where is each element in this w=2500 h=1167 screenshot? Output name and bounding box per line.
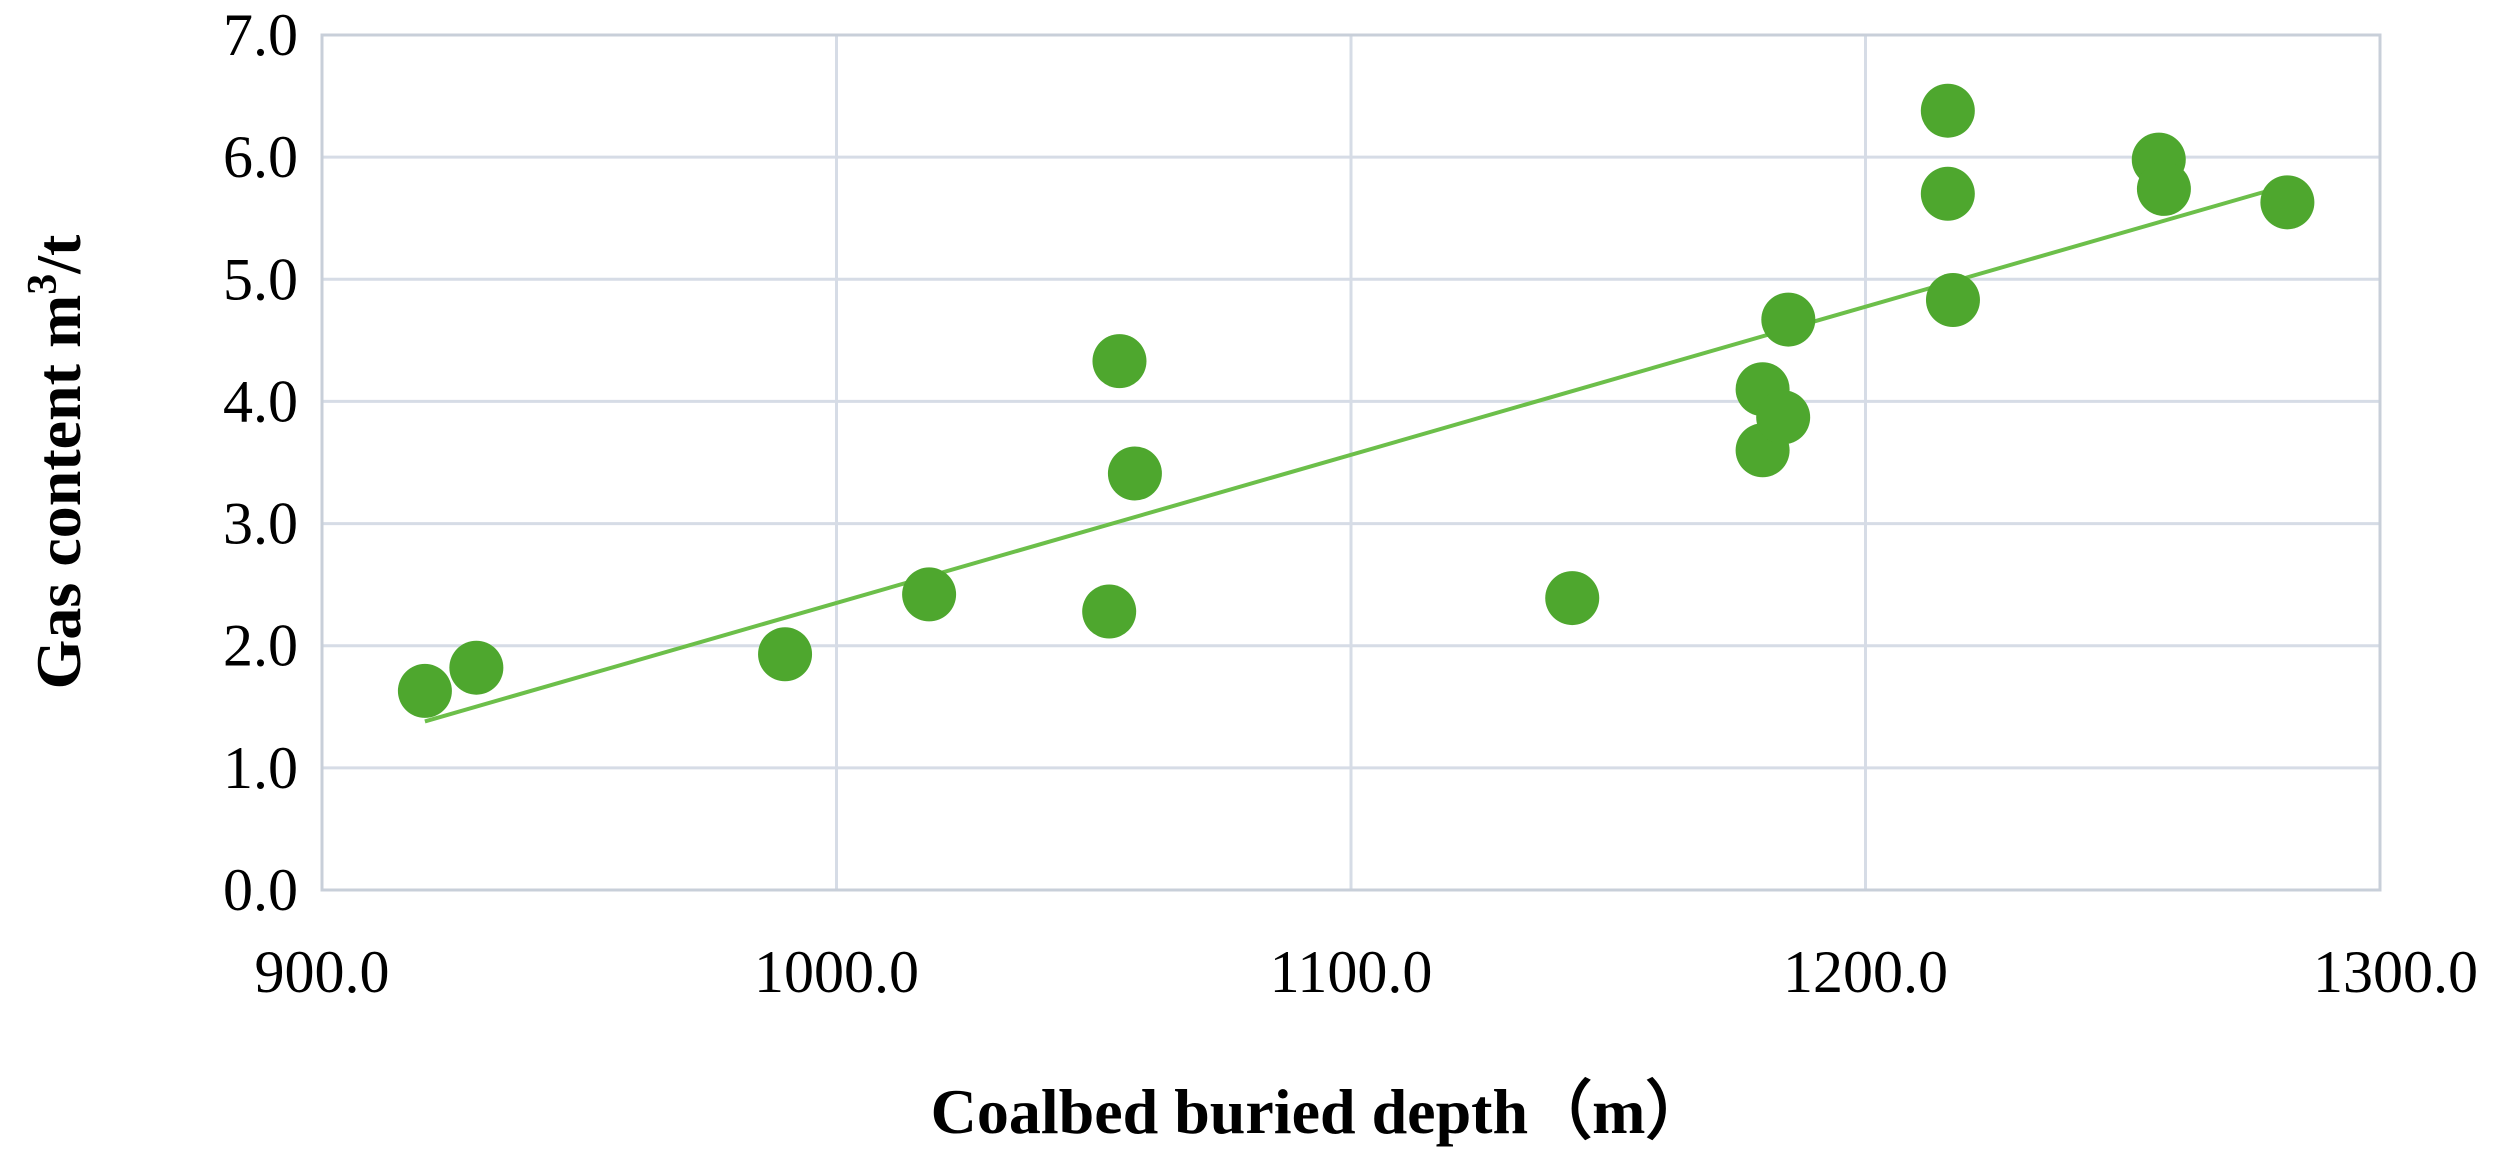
y-axis-title-sup: 3: [20, 274, 66, 295]
data-point: [449, 640, 504, 695]
grid-lines: [320, 33, 2382, 892]
data-point: [2136, 161, 2191, 216]
y-tick-label: 4.0: [223, 368, 298, 434]
data-points: [397, 83, 2315, 718]
y-tick-label: 2.0: [223, 613, 298, 679]
x-tick-label: 1000.0: [754, 939, 919, 1005]
y-tick-label: 1.0: [223, 735, 298, 801]
y-axis-title: Gas content m3/t: [20, 234, 94, 689]
data-point: [397, 663, 452, 718]
y-axis-title-tail: /t: [23, 234, 94, 275]
data-point: [1756, 390, 1811, 445]
data-point: [1925, 273, 1980, 328]
y-tick-label: 7.0: [223, 2, 298, 68]
data-point: [1107, 446, 1162, 501]
data-point: [1920, 83, 1975, 138]
data-point: [1092, 334, 1147, 389]
data-point: [1082, 584, 1137, 639]
data-point: [1545, 571, 1600, 626]
data-point: [1920, 166, 1975, 221]
x-tick-label: 900.0: [255, 939, 390, 1005]
trendline: [424, 183, 2288, 724]
plot-frame: [320, 33, 2382, 892]
y-axis-title-main: Gas content m: [23, 295, 94, 690]
data-point: [758, 627, 813, 682]
x-tick-label: 1300.0: [2313, 939, 2478, 1005]
y-tick-label: 0.0: [223, 857, 298, 923]
x-axis-title: Coalbed buried depth（m）: [931, 1076, 1710, 1147]
data-point: [1761, 292, 1816, 347]
y-tick-labels: 0.0 1.0 2.0 3.0 4.0 5.0 6.0 7.0: [223, 2, 298, 923]
y-tick-label: 5.0: [223, 246, 298, 312]
data-point: [902, 567, 957, 622]
x-tick-labels: 900.0 1000.0 1100.0 1200.0 1300.0: [255, 939, 2479, 1005]
trendline-group: [424, 183, 2288, 724]
x-tick-label: 1200.0: [1783, 939, 1948, 1005]
data-point: [2260, 175, 2315, 230]
y-tick-label: 3.0: [223, 491, 298, 557]
y-tick-label: 6.0: [223, 124, 298, 190]
x-tick-label: 1100.0: [1270, 939, 1433, 1005]
